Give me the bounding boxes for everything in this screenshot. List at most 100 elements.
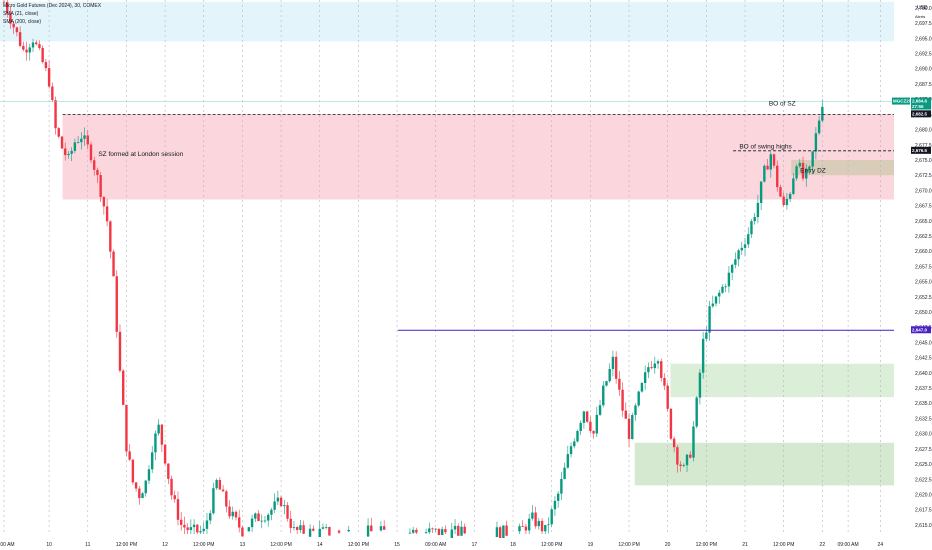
candle-body [582,411,586,423]
entry-demand-zone[interactable] [791,159,894,176]
currency-text: USD [917,5,928,11]
candle-body [202,528,205,532]
candle-body [112,251,115,277]
candle-body [676,447,679,465]
y-tick-label: 2,655.0 [915,280,932,286]
candle-body [54,100,57,129]
candle-body [611,356,615,369]
candle-body [44,62,48,69]
candle-body [811,151,814,167]
candle-body [189,527,193,531]
candle-body [518,526,521,532]
candle-body [134,482,138,489]
y-tick-label: 2,667.5 [915,204,932,210]
price-tag-value: 2,676.5 [912,148,928,153]
price-tag-3[interactable]: 2,647.0 [911,326,931,334]
candle-body [102,196,106,207]
candle-body [679,464,682,466]
candle-body [299,525,302,531]
y-tick-label: 2,622.5 [915,477,932,483]
x-tick-label: 10 [46,542,52,548]
candle-body [163,444,167,464]
candles-layer [2,0,824,539]
demand-zone-2[interactable] [634,442,894,486]
candle-body [766,165,769,170]
y-tick-label: 2,675.0 [915,158,932,164]
candle-body [424,532,428,534]
candle-body [318,528,321,537]
demand-zone-1[interactable] [670,363,895,398]
y-tick-label: 2,700.0 [915,6,932,12]
candle-body [705,332,708,339]
candle-body [160,424,164,445]
price-tag-1[interactable]: 2,682.5 [911,110,931,118]
x-tick-label: 09:00 AM [838,542,859,548]
candle-body [605,381,608,386]
candle-body [772,154,776,166]
candle-body [247,527,251,532]
candle-body [254,513,257,519]
candle-body [196,524,199,533]
candle-body [711,303,714,307]
price-tag-countdown: 27:55 [912,104,924,109]
candle-body [817,120,821,134]
price-tag-2[interactable]: 2,676.5 [911,146,931,154]
candle-body [437,528,441,536]
candle-body [109,221,112,252]
candle-body [86,135,89,145]
y-tick-label: 2,617.5 [915,508,932,514]
annotation-sz-london[interactable]: SZ formed at London session [98,151,183,158]
candle-body [151,452,154,470]
candle-body [9,13,12,24]
candle-body [328,526,331,536]
candle-body [669,408,673,439]
candle-body [592,430,595,434]
candle-body [814,133,818,152]
candle-body [118,331,122,371]
y-tick-label: 2,662.5 [915,234,932,240]
y-tick-label: 2,677.5 [915,143,932,149]
y-tick-label: 2,615.0 [915,523,932,529]
x-tick-label: 22 [820,542,826,548]
supply-zone-london[interactable] [62,114,894,200]
time-axis[interactable]: 09:00 AM 10 11 12:00 PM 12 12:00 PM 13 12:00 PM… [0,538,894,550]
candle-body [573,441,576,447]
candle-body [138,488,141,499]
supply-zone-top[interactable] [0,1,894,42]
alerts-text[interactable]: Alerts [915,14,925,19]
candle-body [31,42,35,48]
y-tick-label: 2,635.0 [915,401,932,407]
candle-body [805,168,808,179]
candle-body [747,234,750,245]
candle-body [379,526,383,531]
candle-body [444,529,447,533]
candle-body [157,424,160,434]
y-tick-label: 2,632.5 [915,416,932,422]
candle-body [788,193,792,199]
candle-body [115,276,118,332]
candle-body [431,528,434,530]
candle-body [231,511,234,517]
sma200-legend[interactable]: SMA (200, close) [3,19,41,25]
annotation-entry-dz[interactable]: Entry DZ [800,167,826,174]
candle-body [734,259,737,265]
candle-body [382,526,386,530]
candle-body [18,32,22,46]
candle-body [544,524,547,532]
candle-body [186,527,189,531]
candle-body [76,142,80,143]
candle-body [608,368,611,382]
candle-body [35,42,38,45]
candle-body [743,244,747,248]
y-tick-label: 2,665.0 [915,219,932,225]
price-axis-bg [894,0,932,550]
candle-body [286,505,289,519]
price-axis[interactable]: 2,700.0 2,697.5 2,695.0 2,692.5 2,690.0 2,687… [892,0,932,550]
sma21-legend[interactable]: SMA (21, close) [3,11,39,17]
annotation-bo-sz[interactable]: BO of SZ [769,100,796,107]
annotation-bo-swing[interactable]: BO of swing highs [739,144,792,151]
candle-body [624,410,628,419]
candle-body [28,47,31,53]
